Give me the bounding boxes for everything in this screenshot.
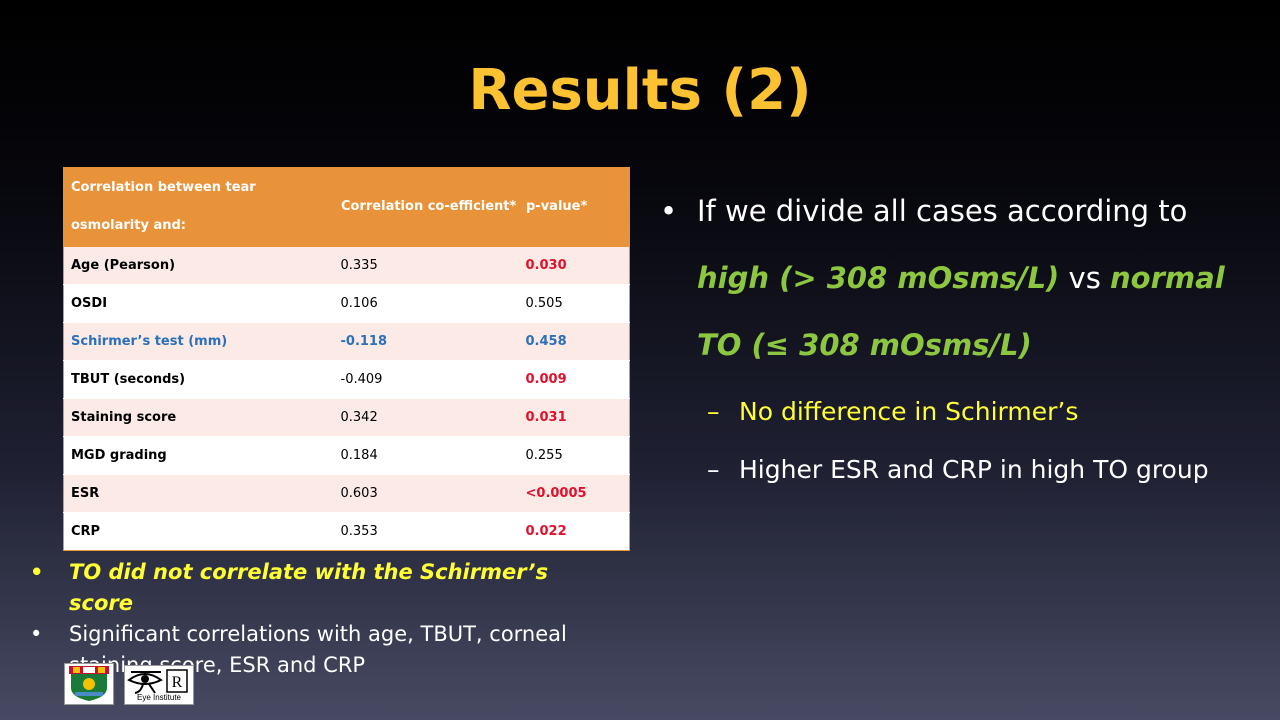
- row-p-value: 0.505: [518, 284, 630, 323]
- row-label: ESR: [63, 474, 334, 513]
- row-coefficient: 0.335: [333, 246, 519, 285]
- bullet-dot-icon: •: [30, 560, 44, 584]
- row-p-value: 0.009: [518, 360, 630, 399]
- row-p-value: 0.255: [518, 436, 630, 475]
- table-row: Age (Pearson) 0.335 0.030: [63, 246, 630, 285]
- row-coefficient: 0.353: [333, 512, 519, 551]
- bullet-text: Significant correlations with age, TBUT,…: [69, 622, 567, 677]
- logo-caption: Eye Institute: [136, 693, 182, 702]
- row-p-value: 0.022: [518, 512, 630, 551]
- bullet-dot-icon: •: [30, 622, 43, 646]
- row-coefficient: 0.603: [333, 474, 519, 513]
- en-dash-icon: –: [707, 455, 720, 484]
- row-label: CRP: [63, 512, 334, 551]
- table-row-highlighted: Schirmer’s test (mm) -0.118 0.458: [63, 322, 630, 361]
- sub-bullet-text: Higher ESR and CRP in high TO group: [739, 455, 1209, 484]
- row-label: TBUT (seconds): [63, 360, 334, 399]
- svg-text:R: R: [172, 674, 183, 691]
- correlation-table: Correlation between tear osmolarity and:…: [63, 167, 630, 551]
- sub-bullet-text: No difference in Schirmer’s: [739, 397, 1079, 426]
- row-coefficient: 0.106: [333, 284, 519, 323]
- row-p-value: 0.030: [518, 246, 630, 285]
- en-dash-icon: –: [707, 397, 720, 426]
- row-coefficient: -0.409: [333, 360, 519, 399]
- bullet-text-intro: If we divide all cases according to: [697, 194, 1188, 228]
- bullet-dot-icon: •: [660, 194, 678, 228]
- vs-text: vs: [1059, 261, 1111, 295]
- left-bullet-list: • TO did not correlate with the Schirmer…: [30, 557, 610, 681]
- row-label: OSDI: [63, 284, 334, 323]
- row-label: Schirmer’s test (mm): [63, 322, 334, 361]
- table-row: TBUT (seconds) -0.409 0.009: [63, 360, 630, 399]
- row-p-value: 0.458: [518, 322, 630, 361]
- row-coefficient: 0.184: [333, 436, 519, 475]
- header-coefficient: Correlation co-efficient*: [333, 167, 519, 247]
- table-row: ESR 0.603 <0.0005: [63, 474, 630, 513]
- row-label: Age (Pearson): [63, 246, 334, 285]
- bullet-item: • TO did not correlate with the Schirmer…: [30, 557, 610, 619]
- row-p-value: <0.0005: [518, 474, 630, 513]
- bullet-item: • Significant correlations with age, TBU…: [30, 619, 610, 681]
- university-crest-logo: [64, 663, 114, 705]
- table-header-row: Correlation between tear osmolarity and:…: [63, 167, 630, 247]
- bullet-item: • If we divide all cases according to hi…: [660, 178, 1260, 379]
- sub-bullet-item: – Higher ESR and CRP in high TO group: [660, 441, 1260, 499]
- row-label: Staining score: [63, 398, 334, 437]
- row-p-value: 0.031: [518, 398, 630, 437]
- header-p-value: p-value*: [518, 167, 630, 247]
- table-row: OSDI 0.106 0.505: [63, 284, 630, 323]
- slide-title: Results (2): [468, 58, 812, 123]
- high-to-range: high (> 308 mOsms/L): [697, 261, 1060, 295]
- table-row: Staining score 0.342 0.031: [63, 398, 630, 437]
- row-label: MGD grading: [63, 436, 334, 475]
- bullet-text: TO did not correlate with the Schirmer’s…: [69, 560, 548, 615]
- row-coefficient: -0.118: [333, 322, 519, 361]
- row-coefficient: 0.342: [333, 398, 519, 437]
- normal-to-range: normal TO (≤ 308 mOsms/L): [697, 261, 1225, 362]
- sub-bullet-item: – No difference in Schirmer’s: [660, 383, 1260, 441]
- table-row: MGD grading 0.184 0.255: [63, 436, 630, 475]
- right-bullet-list: • If we divide all cases according to hi…: [660, 178, 1260, 499]
- table-row: CRP 0.353 0.022: [63, 512, 630, 551]
- eye-institute-logo: R Eye Institute: [124, 665, 194, 705]
- header-variable: Correlation between tear osmolarity and:: [63, 167, 334, 247]
